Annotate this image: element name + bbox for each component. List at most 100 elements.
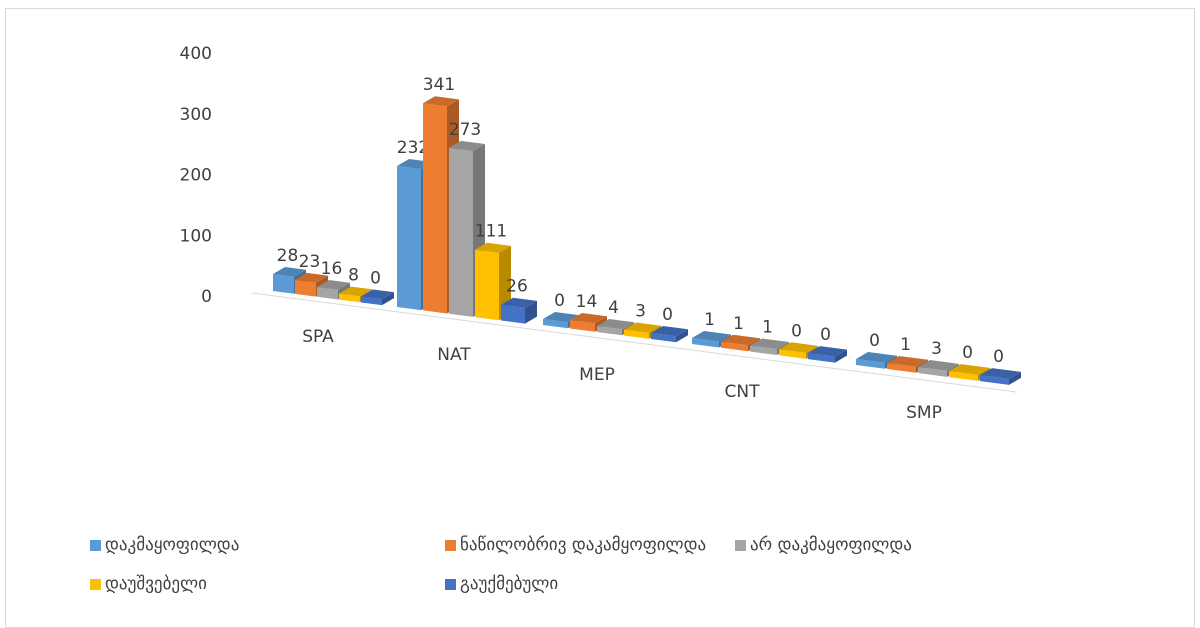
data-label-SPA-0: 28	[277, 246, 299, 266]
y-tick-label-4: 400	[180, 44, 212, 64]
data-label-SMP-0: 0	[869, 331, 880, 351]
bar-front	[295, 279, 316, 297]
bar-top	[750, 338, 789, 350]
bar-side	[835, 349, 847, 363]
bar-top	[887, 356, 928, 367]
bar-top	[597, 319, 634, 330]
bar-top	[423, 96, 459, 107]
legend-label-0: დაკმაყოფილდა	[105, 535, 240, 555]
x-tick-label-2: MEP	[579, 365, 615, 385]
y-tick-label-2: 200	[180, 166, 212, 186]
legend-item-1: ნაწილობრივ დაკამყოფილდა	[445, 535, 706, 555]
data-label-NAT-1: 341	[423, 75, 455, 95]
bar-front	[543, 319, 568, 329]
legend-label-4: გაუქმებული	[460, 574, 559, 594]
data-label-SMP-3: 0	[962, 343, 973, 363]
data-label-MEP-1: 14	[576, 292, 598, 312]
bar-top	[980, 368, 1021, 379]
x-tick-label-1: NAT	[437, 345, 471, 365]
data-label-NAT-3: 111	[475, 222, 507, 242]
legend-label-3: დაუშვებელი	[105, 574, 207, 594]
bar-top	[949, 364, 990, 375]
data-label-SPA-2: 16	[321, 259, 343, 279]
legend-item-4: გაუქმებული	[445, 574, 558, 594]
bar-top	[273, 266, 306, 277]
bar-front	[624, 329, 649, 339]
x-tick-label-0: SPA	[302, 327, 334, 347]
bar-top	[856, 352, 897, 363]
data-label-CNT-1: 1	[733, 314, 744, 334]
bar-side	[1009, 371, 1021, 385]
bar-front	[570, 320, 595, 332]
data-label-MEP-2: 4	[608, 298, 619, 318]
data-label-MEP-0: 0	[554, 291, 565, 311]
bar-top	[624, 322, 661, 333]
y-tick-label-1: 100	[180, 226, 212, 246]
bar-top	[475, 242, 511, 253]
bar-front	[475, 249, 499, 321]
data-label-SMP-4: 0	[993, 347, 1004, 367]
bar-side	[676, 329, 688, 343]
bar-top	[692, 331, 731, 342]
bar-front	[721, 341, 748, 352]
bar-SMP-4	[980, 368, 1021, 385]
legend-swatch-1	[445, 539, 456, 551]
bar-front	[449, 147, 473, 317]
bar-front	[273, 273, 294, 294]
legend-item-2: არ დაკმაყოფილდა	[735, 535, 912, 555]
legend-label-2: არ დაკმაყოფილდა	[750, 535, 912, 555]
bar-top	[449, 140, 485, 152]
bar-front	[651, 333, 676, 343]
bar-MEP-4	[651, 326, 688, 343]
bar-top	[317, 280, 350, 290]
bar-top	[570, 313, 607, 324]
bar-front	[808, 353, 835, 363]
bar-side	[525, 300, 537, 324]
bar-front	[887, 363, 916, 373]
data-label-CNT-3: 0	[791, 321, 802, 341]
bar-top	[651, 326, 688, 337]
data-label-CNT-2: 1	[762, 318, 773, 338]
bar-top	[501, 297, 537, 308]
bar-front	[361, 296, 382, 306]
bar-front	[501, 304, 525, 324]
legend-swatch-4	[445, 578, 456, 590]
data-label-SPA-3: 8	[348, 266, 359, 286]
bar-front	[949, 371, 978, 381]
bar-front	[397, 166, 421, 311]
bar-top	[295, 272, 328, 283]
bar-front	[779, 349, 806, 359]
bar-top	[361, 289, 394, 300]
bar-top	[779, 342, 818, 353]
data-label-NAT-2: 273	[449, 120, 481, 140]
bar-side	[382, 292, 394, 306]
legend-swatch-3	[90, 578, 101, 590]
data-label-NAT-4: 26	[506, 277, 528, 297]
y-tick-label-0: 0	[201, 287, 212, 307]
data-label-CNT-4: 0	[820, 325, 831, 345]
legend-item-3: დაუშვებელი	[90, 574, 207, 594]
bar-SPA-4	[361, 289, 394, 306]
data-label-SMP-1: 1	[900, 335, 911, 355]
data-label-CNT-0: 1	[704, 310, 715, 330]
bar-top	[918, 360, 959, 371]
floor-line	[251, 292, 1017, 393]
bar-front	[856, 359, 885, 369]
x-tick-label-3: CNT	[725, 382, 761, 402]
bar-top	[808, 346, 847, 357]
data-label-NAT-0: 232	[397, 138, 429, 158]
data-label-MEP-3: 3	[635, 302, 646, 322]
bar-front	[980, 375, 1009, 385]
bar-NAT-4	[501, 297, 537, 324]
x-tick-label-4: SMP	[906, 403, 942, 423]
data-label-SPA-4: 0	[370, 268, 381, 288]
bar-top	[339, 286, 372, 297]
data-label-SPA-1: 23	[299, 252, 321, 272]
legend-label-1: ნაწილობრივ დაკამყოფილდა	[460, 535, 707, 555]
legend-swatch-2	[735, 539, 746, 551]
legend-item-0: დაკმაყოფილდა	[90, 535, 239, 555]
bar-front	[918, 367, 947, 377]
data-label-SMP-2: 3	[931, 339, 942, 359]
bar-front	[317, 287, 338, 300]
